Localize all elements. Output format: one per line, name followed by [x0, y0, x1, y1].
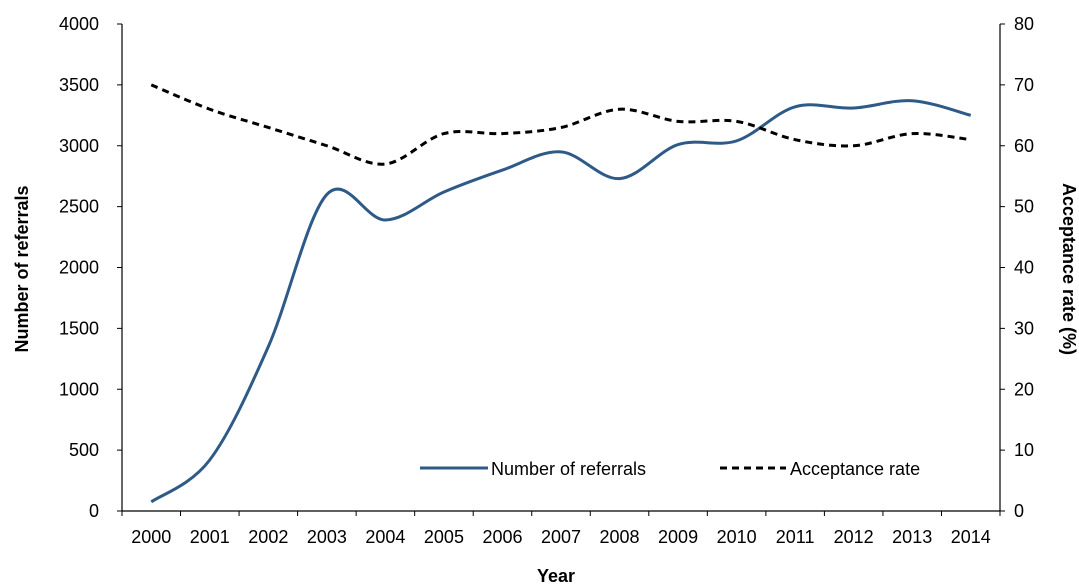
- y-tick-label: 3500: [59, 75, 99, 95]
- y2-tick-label: 30: [1014, 318, 1034, 338]
- axes: [117, 23, 1005, 516]
- x-tick-label: 2004: [365, 527, 405, 547]
- x-tick-label: 2001: [190, 527, 230, 547]
- y-tick-label: 0: [89, 501, 99, 521]
- left-tick-labels: 0 500 1000 1500 2000 2500 3000 3500 4000: [59, 14, 99, 521]
- y-tick-label: 1000: [59, 379, 99, 399]
- series-layer: [150, 83, 973, 504]
- x-tick-label: 2010: [717, 527, 757, 547]
- x-axis-title: Year: [537, 566, 575, 586]
- series-line-acceptance-rate: [150, 83, 971, 166]
- x-tick-label: 2000: [131, 527, 171, 547]
- y-tick-label: 500: [69, 440, 99, 460]
- x-tick-label: 2007: [541, 527, 581, 547]
- x-tick-label: 2011: [776, 527, 815, 547]
- x-tick-label: 2003: [307, 527, 347, 547]
- x-tick-label: 2009: [658, 527, 698, 547]
- y2-tick-label: 0: [1014, 501, 1024, 521]
- y2-tick-label: 20: [1014, 379, 1034, 399]
- x-tick-labels: 2000 2001 2002 2003 2004 2005 2006 2007 2008 2009…: [131, 527, 991, 547]
- x-tick-label: 2006: [482, 527, 522, 547]
- y2-axis-title: Acceptance rate (%): [1059, 183, 1079, 355]
- x-tick-label: 2005: [424, 527, 464, 547]
- x-tick-label: 2014: [951, 527, 991, 547]
- legend-label-acceptance: Acceptance rate: [790, 459, 920, 479]
- legend: Number of referrals Acceptance rate: [420, 459, 920, 479]
- y2-tick-label: 10: [1014, 440, 1034, 460]
- x-tick-label: 2013: [892, 527, 932, 547]
- y-tick-label: 1500: [59, 318, 99, 338]
- data-point: [969, 138, 973, 142]
- legend-label-referrals: Number of referrals: [491, 459, 646, 479]
- right-tick-labels: 0 10 20 30 40 50 60 70 80: [1014, 14, 1034, 521]
- x-tick-label: 2008: [600, 527, 640, 547]
- series-line-number-of-referrals: [150, 99, 972, 504]
- y-tick-label: 2500: [59, 197, 99, 217]
- y2-tick-label: 60: [1014, 136, 1034, 156]
- y2-tick-label: 80: [1014, 14, 1034, 34]
- y-tick-label: 2000: [59, 258, 99, 278]
- x-tick-label: 2012: [834, 527, 874, 547]
- y-tick-label: 3000: [59, 136, 99, 156]
- y2-tick-label: 50: [1014, 197, 1034, 217]
- y-tick-label: 4000: [59, 14, 99, 34]
- x-tick-label: 2002: [248, 527, 288, 547]
- y-axis-title: Number of referrals: [12, 185, 32, 352]
- y2-tick-label: 70: [1014, 75, 1034, 95]
- y2-tick-label: 40: [1014, 258, 1034, 278]
